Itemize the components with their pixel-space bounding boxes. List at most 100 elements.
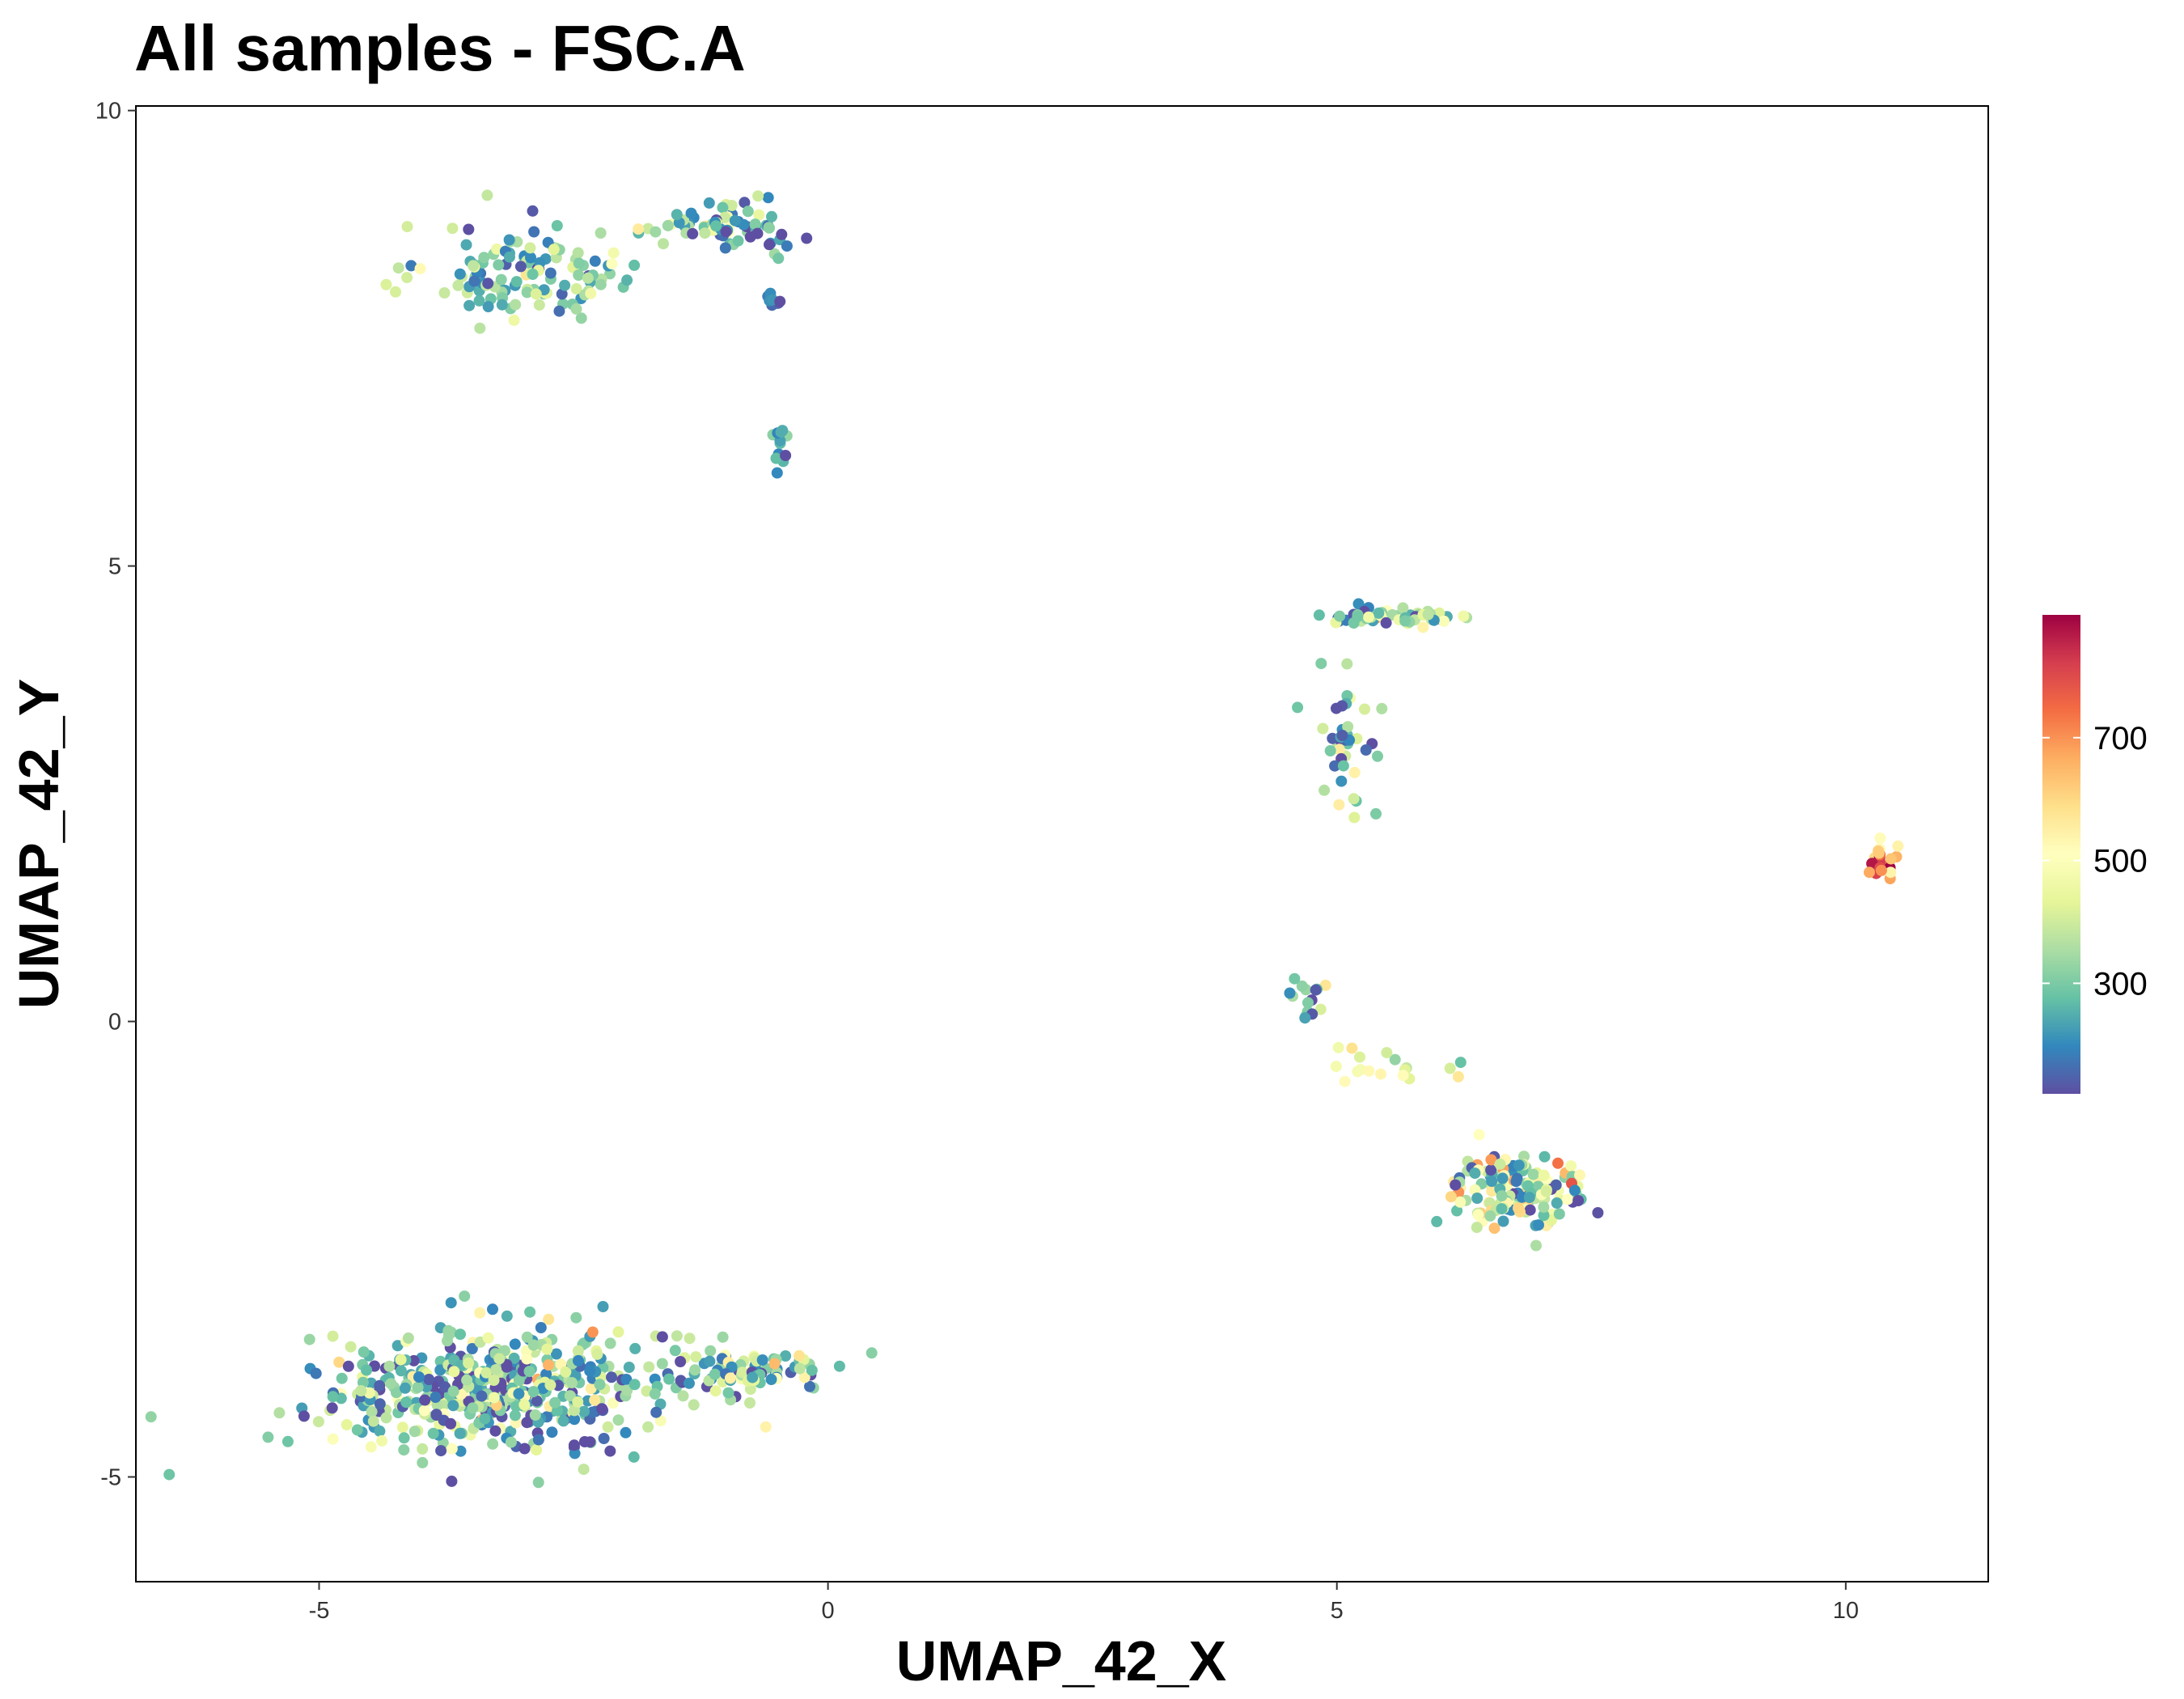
x-axis: -5 0 5 10	[309, 1582, 1859, 1624]
scatter-point	[508, 1352, 520, 1364]
scatter-point	[442, 1329, 455, 1341]
scatter-point	[518, 1399, 531, 1411]
scatter-point	[1454, 1196, 1467, 1208]
scatter-point	[573, 1354, 584, 1366]
scatter-point	[1376, 702, 1388, 714]
scatter-point	[327, 1391, 339, 1403]
scatter-point	[463, 1357, 475, 1369]
chart-title: All samples - FSC.A	[134, 12, 746, 84]
y-axis-title: UMAP_42_Y	[7, 679, 70, 1010]
scatter-point	[476, 1390, 488, 1402]
scatter-point	[401, 272, 413, 284]
scatter-point	[392, 262, 404, 274]
scatter-point	[503, 251, 515, 263]
scatter-point	[438, 287, 451, 299]
scatter-point	[722, 1387, 734, 1399]
scatter-point	[607, 1397, 619, 1409]
scatter-point	[1513, 1202, 1524, 1214]
scatter-point	[1874, 833, 1886, 844]
scatter-point	[776, 228, 788, 240]
scatter-point	[642, 1421, 654, 1433]
scatter-point	[833, 1360, 845, 1372]
scatter-point	[439, 1381, 451, 1393]
y-tick-label: 10	[95, 99, 121, 125]
scatter-point	[564, 1390, 576, 1402]
scatter-point	[478, 252, 490, 264]
scatter-point	[1397, 602, 1409, 614]
scatter-point	[1513, 1159, 1525, 1172]
scatter-point	[493, 1353, 506, 1365]
scatter-point	[521, 1353, 533, 1365]
scatter-point	[584, 1365, 596, 1377]
scatter-point	[628, 1451, 640, 1463]
scatter-point	[578, 1436, 590, 1447]
scatter-point	[1574, 1169, 1585, 1181]
scatter-point	[765, 1374, 777, 1385]
scatter-point	[606, 1371, 617, 1383]
scatter-point	[649, 1388, 661, 1400]
scatter-point	[1359, 703, 1370, 715]
scatter-point	[385, 1378, 397, 1390]
scatter-point	[726, 200, 738, 211]
scatter-point	[1530, 1239, 1542, 1252]
scatter-point	[775, 426, 787, 439]
scatter-point	[756, 1354, 768, 1366]
scatter-point	[1339, 1075, 1351, 1087]
scatter-point	[345, 1341, 357, 1353]
scatter-point	[709, 1385, 722, 1397]
scatter-point	[366, 1405, 378, 1417]
scatter-point	[1348, 766, 1361, 778]
scatter-point	[510, 276, 523, 288]
scatter-point	[650, 1406, 662, 1418]
scatter-point	[585, 1383, 597, 1395]
scatter-point	[612, 1414, 624, 1426]
scatter-point	[546, 1426, 558, 1438]
scatter-point	[1329, 760, 1341, 772]
scatter-point	[568, 1439, 580, 1451]
scatter-point	[380, 278, 392, 290]
scatter-point	[717, 1331, 729, 1343]
x-tick-label: 5	[1331, 1598, 1344, 1624]
scatter-point	[358, 1346, 370, 1358]
scatter-point	[1314, 1003, 1327, 1015]
scatter-point	[525, 252, 536, 264]
scatter-point	[1458, 610, 1470, 622]
scatter-point	[548, 244, 560, 256]
scatter-point	[527, 1339, 540, 1351]
scatter-point	[417, 1443, 429, 1455]
scatter-point	[604, 1337, 616, 1349]
scatter-point	[466, 1343, 478, 1354]
scatter-point	[1484, 1210, 1496, 1222]
scatter-point	[1336, 730, 1348, 741]
x-axis-title: UMAP_42_X	[896, 1629, 1227, 1693]
scatter-point	[582, 272, 594, 284]
scatter-point	[383, 1360, 396, 1372]
scatter-point	[689, 1364, 701, 1376]
scatter-point	[739, 197, 751, 209]
scatter-point	[524, 1306, 536, 1318]
scatter-point	[684, 1377, 695, 1389]
scatter-point	[671, 209, 683, 221]
scatter-point	[468, 275, 480, 287]
scatter-point	[333, 1356, 345, 1368]
scatter-point	[569, 1405, 581, 1417]
scatter-point	[530, 288, 542, 300]
scatter-point	[390, 286, 401, 298]
colorbar-ticks: 300 500 700	[2042, 721, 2148, 1002]
scatter-point	[732, 235, 744, 247]
scatter-point	[1518, 1150, 1530, 1163]
scatter-point	[1552, 1157, 1564, 1169]
scatter-point	[556, 288, 568, 300]
scatter-point	[1337, 760, 1349, 772]
scatter-point	[677, 1390, 689, 1402]
scatter-point	[303, 1333, 315, 1345]
scatter-point	[559, 279, 571, 291]
scatter-point	[281, 1435, 294, 1447]
scatter-point	[491, 243, 503, 255]
scatter-point	[663, 1373, 675, 1385]
scatter-point	[570, 303, 582, 315]
scatter-point	[374, 1398, 386, 1410]
scatter-point	[1289, 972, 1301, 985]
scatter-point	[529, 1409, 541, 1421]
scatter-point	[1486, 1176, 1498, 1188]
